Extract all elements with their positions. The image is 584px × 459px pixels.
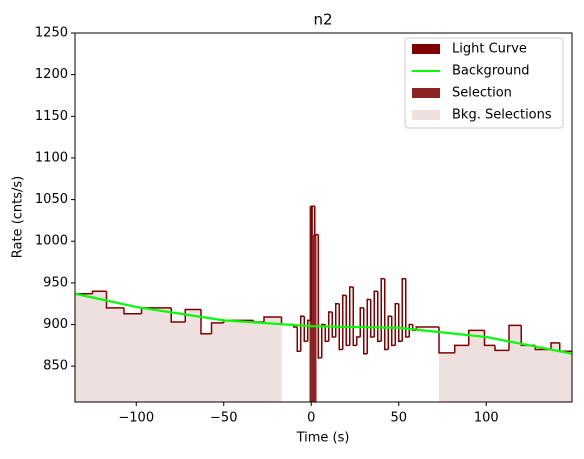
light-curve-step — [391, 316, 396, 347]
light-curve-step — [387, 315, 392, 350]
light-curve-step — [377, 291, 382, 342]
x-tick-label: 0 — [307, 411, 315, 426]
light-curve-step — [331, 312, 336, 338]
light-curve-step — [317, 234, 322, 359]
y-tick-label: 1050 — [35, 192, 68, 207]
light-curve-step — [300, 315, 305, 352]
light-curve-step — [345, 295, 350, 347]
y-tick-label: 1100 — [35, 150, 68, 165]
bkg-selection — [439, 325, 572, 402]
light-curve-step — [408, 323, 413, 338]
y-tick-label: 900 — [43, 317, 68, 332]
light-curve-step — [520, 325, 536, 347]
light-curve-step — [405, 278, 410, 338]
light-curve-step — [105, 291, 124, 309]
light-curve-step — [263, 316, 282, 323]
y-axis-label: Rate (cnts/s) — [11, 176, 26, 259]
y-tick-label: 850 — [43, 359, 68, 374]
light-curve-step — [384, 278, 389, 351]
legend-swatch — [412, 44, 440, 54]
light-curve-step — [210, 322, 224, 334]
legend-swatch — [412, 110, 440, 120]
light-curve-step — [398, 303, 403, 342]
legend-label: Bkg. Selections — [452, 108, 552, 123]
light-curve-step — [394, 302, 399, 346]
light-curve-step — [310, 205, 315, 321]
selection-bar — [313, 234, 317, 402]
light-curve-step — [328, 311, 333, 342]
light-curve-step — [454, 344, 469, 353]
chart-title: n2 — [313, 11, 332, 29]
light-curve-step — [550, 342, 560, 350]
x-tick-label: −100 — [118, 411, 154, 426]
x-axis-label: Time (s) — [296, 431, 350, 446]
light-curve-step — [401, 277, 406, 342]
light-curve-step — [342, 294, 347, 350]
light-curve-step — [296, 327, 301, 352]
plot-area — [75, 291, 572, 402]
light-curve-step — [303, 316, 308, 342]
x-tick-label: 100 — [474, 411, 499, 426]
light-curve-step — [200, 309, 212, 335]
y-tick-label: 1000 — [35, 234, 68, 249]
x-tick-label: −50 — [210, 411, 237, 426]
light-curve-step — [123, 307, 142, 315]
light-curve-step — [321, 323, 326, 358]
light-curve-step — [366, 298, 371, 354]
background-line — [75, 292, 572, 355]
legend-label: Light Curve — [452, 42, 527, 57]
y-tick-label: 1150 — [35, 109, 68, 124]
light-curve-step — [352, 287, 357, 347]
light-curve-step — [373, 290, 378, 338]
y-tick-label: 950 — [43, 275, 68, 290]
legend: Light Curve Background Selection Bkg. Selec… — [404, 37, 564, 129]
light-curve-step — [324, 324, 329, 342]
light-curve-step — [363, 307, 368, 355]
light-curve-step — [370, 299, 375, 338]
x-tick-label: 50 — [390, 411, 407, 426]
axes-frame — [74, 32, 573, 403]
light-curve-step — [468, 329, 485, 346]
light-curve-step — [380, 277, 385, 342]
light-curve-step — [338, 303, 343, 351]
light-curve-step — [483, 330, 495, 347]
legend-swatch — [412, 88, 440, 98]
light-curve-step — [91, 290, 107, 294]
plot-marks — [75, 205, 572, 402]
y-tick-label: 1250 — [35, 26, 68, 41]
light-curve-step — [494, 345, 509, 352]
bkg-selection — [75, 291, 282, 402]
light-curve-step — [184, 308, 201, 323]
light-curve-step — [314, 206, 319, 236]
light-curve-step — [438, 327, 455, 354]
legend-label: Background — [452, 64, 530, 79]
y-tick-label: 1200 — [35, 67, 68, 82]
legend-label: Selection — [452, 86, 512, 101]
legend-box — [404, 37, 564, 129]
light-curve-step — [307, 319, 312, 342]
light-curve-step — [356, 336, 361, 346]
light-curve-step — [559, 342, 572, 352]
